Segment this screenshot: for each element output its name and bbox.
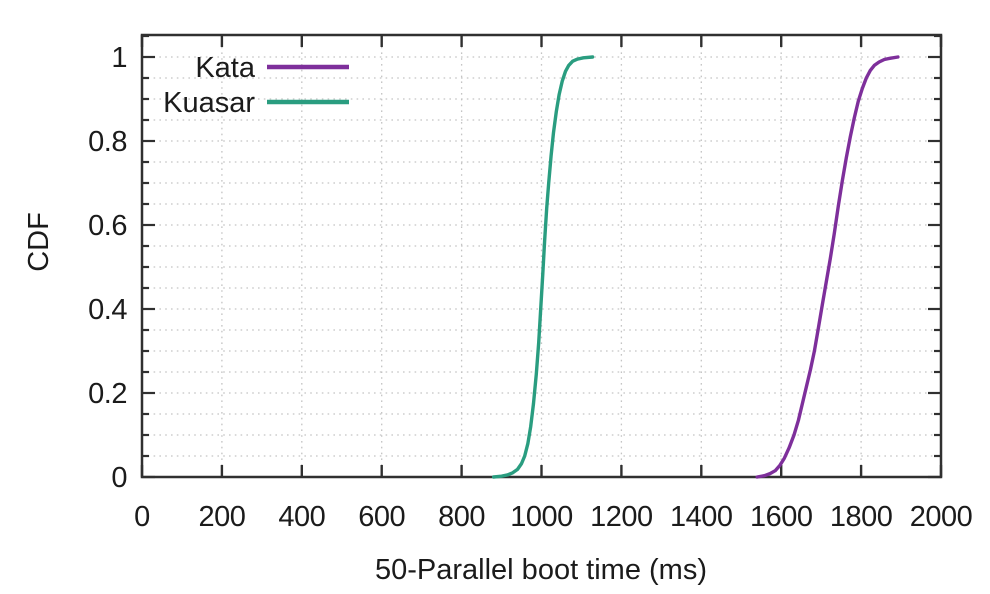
x-tick-labels: 0 200 400 600 800 1000 1200 1400 1600 1800 2000 [134, 501, 973, 533]
x-tick-label: 1600 [750, 501, 813, 533]
x-tick-label: 1000 [510, 501, 573, 533]
legend-label-kata: Kata [195, 52, 256, 84]
y-tick-label: 0.6 [88, 210, 127, 242]
x-tick-label: 1800 [830, 501, 893, 533]
legend: Kata Kuasar [163, 52, 349, 119]
y-tick-label: 0.2 [88, 378, 127, 410]
series-curves [491, 55, 900, 479]
legend-label-kuasar: Kuasar [163, 87, 255, 119]
legend-entry-kuasar: Kuasar [163, 87, 349, 119]
legend-entry-kata: Kata [195, 52, 349, 84]
x-tick-label: 600 [358, 501, 405, 533]
gridlines [142, 35, 941, 477]
x-tick-label: 1400 [670, 501, 733, 533]
y-tick-label: 0 [111, 462, 127, 494]
x-tick-label: 400 [278, 501, 325, 533]
y-axis-title: CDF [23, 212, 55, 272]
y-tick-label: 0.8 [88, 126, 127, 158]
plot-border [140, 33, 943, 479]
x-tick-label: 0 [134, 501, 150, 533]
x-tick-label: 1200 [590, 501, 653, 533]
x-tick-label: 200 [198, 501, 245, 533]
x-tick-label: 800 [438, 501, 485, 533]
x-tick-label: 2000 [910, 501, 973, 533]
y-tick-label: 0.4 [88, 294, 127, 326]
y-tick-label: 1 [111, 42, 127, 74]
y-tick-labels: 0 0.2 0.4 0.6 0.8 1 [88, 42, 128, 494]
x-axis-title: 50-Parallel boot time (ms) [375, 554, 707, 586]
series-line-kata [755, 55, 900, 479]
series-line-kuasar [491, 55, 595, 479]
